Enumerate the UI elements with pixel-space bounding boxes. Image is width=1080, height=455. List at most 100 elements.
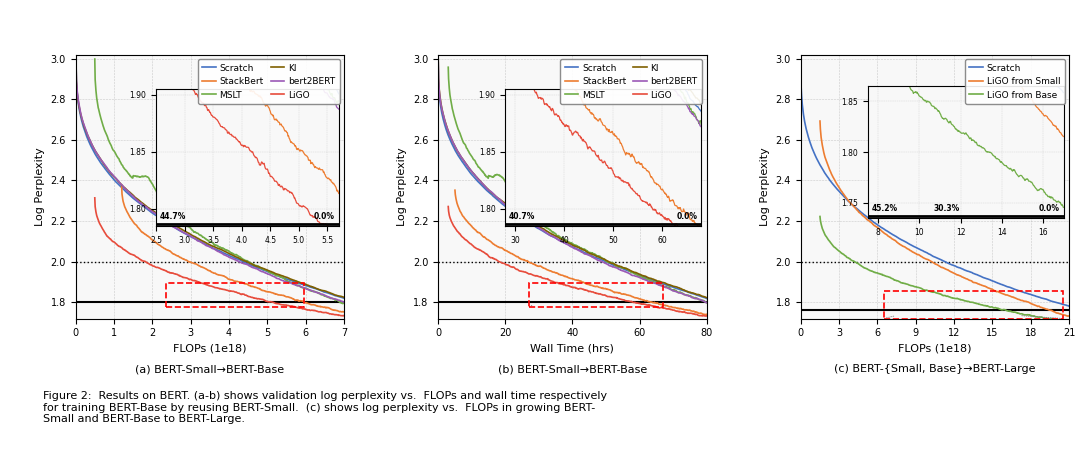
bert2BERT: [448, 143, 461, 148]
bert2BERT: [700, 300, 713, 305]
Text: (b) BERT-Small→BERT-Base: (b) BERT-Small→BERT-Base: [498, 364, 647, 374]
Scratch: [145, 210, 158, 215]
LiGO: [279, 302, 292, 308]
MSLT: [311, 290, 324, 295]
bert2BERT: [432, 56, 445, 62]
KI: [448, 143, 461, 148]
bert2BERT: [145, 208, 158, 213]
MSLT: [595, 255, 608, 260]
StackBert: [588, 283, 600, 289]
Scratch: [635, 273, 648, 279]
MSLT: [588, 251, 600, 257]
KI: [279, 274, 292, 279]
Line: Scratch: Scratch: [76, 58, 345, 298]
Scratch: [245, 263, 258, 268]
Scratch: [971, 272, 984, 278]
LiGO: [700, 313, 713, 318]
LiGO from Small: [971, 281, 984, 286]
bert2BERT: [311, 290, 324, 296]
bert2BERT: [279, 279, 292, 284]
KI: [338, 294, 351, 300]
MSLT: [603, 260, 616, 265]
StackBert: [135, 229, 148, 235]
Scratch: [69, 56, 82, 61]
KI: [145, 207, 158, 212]
LiGO: [603, 294, 616, 299]
LiGO: [448, 225, 461, 230]
LiGO from Base: [971, 301, 984, 306]
LiGO: [635, 301, 648, 307]
KI: [154, 213, 167, 219]
Text: (c) BERT-{Small, Base}→BERT-Large: (c) BERT-{Small, Base}→BERT-Large: [834, 364, 1036, 374]
Legend: Scratch, StackBert, MSLT, KI, bert2BERT, LiGO: Scratch, StackBert, MSLT, KI, bert2BERT,…: [561, 59, 702, 104]
bert2BERT: [69, 56, 82, 61]
MSLT: [635, 274, 648, 280]
MSLT: [135, 174, 148, 179]
Scratch: [603, 261, 616, 266]
StackBert: [700, 312, 713, 317]
Scratch: [135, 202, 148, 207]
KI: [135, 200, 148, 205]
Text: Figure 2:  Results on BERT. (a-b) shows validation log perplexity vs.  FLOPs and: Figure 2: Results on BERT. (a-b) shows v…: [43, 391, 607, 425]
Line: Scratch: Scratch: [438, 60, 706, 298]
KI: [245, 262, 258, 267]
LiGO: [245, 294, 258, 300]
bert2BERT: [603, 263, 616, 268]
Scratch: [794, 55, 807, 60]
bert2BERT: [595, 258, 608, 264]
StackBert: [311, 303, 324, 309]
MSLT: [663, 285, 676, 291]
X-axis label: FLOPs (1e18): FLOPs (1e18): [173, 344, 246, 354]
LiGO: [338, 313, 351, 318]
StackBert: [145, 237, 158, 242]
StackBert: [603, 287, 616, 293]
LiGO from Base: [1003, 308, 1016, 314]
MSLT: [279, 277, 292, 282]
X-axis label: FLOPs (1e18): FLOPs (1e18): [899, 344, 972, 354]
Scratch: [700, 296, 713, 301]
LiGO: [595, 292, 608, 297]
Scratch: [870, 221, 883, 227]
bert2BERT: [635, 276, 648, 281]
KI: [663, 282, 676, 288]
Scratch: [432, 57, 445, 63]
Scratch: [338, 295, 351, 301]
bert2BERT: [154, 215, 167, 221]
MSLT: [154, 197, 167, 202]
Text: (a) BERT-Small→BERT-Base: (a) BERT-Small→BERT-Base: [135, 364, 284, 374]
KI: [588, 252, 600, 258]
StackBert: [635, 297, 648, 302]
KI: [700, 295, 713, 300]
bert2BERT: [663, 286, 676, 292]
Scratch: [588, 254, 600, 260]
MSLT: [448, 115, 461, 121]
Scratch: [595, 257, 608, 263]
Scratch: [154, 216, 167, 221]
LiGO from Base: [1063, 320, 1076, 325]
StackBert: [279, 293, 292, 299]
StackBert: [245, 283, 258, 289]
X-axis label: Wall Time (hrs): Wall Time (hrs): [530, 344, 615, 354]
Legend: Scratch, StackBert, MSLT, KI, bert2BERT, LiGO: Scratch, StackBert, MSLT, KI, bert2BERT,…: [198, 59, 339, 104]
LiGO: [311, 308, 324, 314]
KI: [311, 286, 324, 292]
Scratch: [1003, 284, 1016, 290]
LiGO from Base: [879, 273, 892, 279]
bert2BERT: [245, 264, 258, 270]
KI: [432, 54, 445, 59]
LiGO from Small: [870, 224, 883, 230]
LiGO: [135, 258, 148, 263]
Line: KI: KI: [438, 56, 706, 298]
Line: bert2BERT: bert2BERT: [438, 59, 706, 303]
LiGO from Small: [1036, 305, 1049, 311]
Scratch: [663, 283, 676, 289]
Y-axis label: Log Perplexity: Log Perplexity: [397, 147, 407, 226]
StackBert: [595, 285, 608, 291]
MSLT: [145, 180, 158, 186]
MSLT: [700, 300, 713, 305]
StackBert: [338, 309, 351, 315]
Y-axis label: Log Perplexity: Log Perplexity: [760, 147, 770, 226]
Scratch: [1036, 296, 1049, 301]
LiGO from Small: [860, 216, 873, 222]
LiGO from Base: [1036, 315, 1049, 320]
